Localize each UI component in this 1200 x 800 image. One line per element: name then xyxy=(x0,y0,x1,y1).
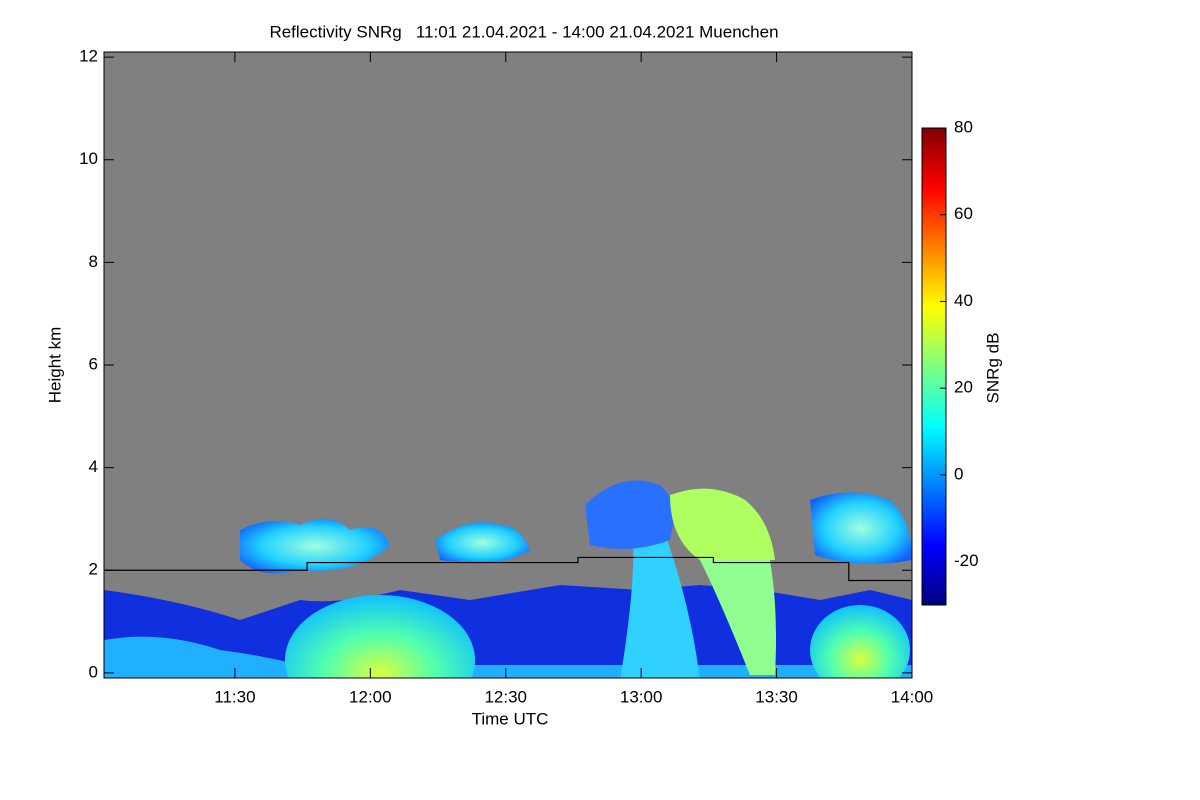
colorbar-tick-label: -20 xyxy=(954,551,979,570)
echo-layer xyxy=(104,480,912,678)
y-tick-label: 8 xyxy=(89,252,98,271)
y-axis-label: Height km xyxy=(45,327,64,404)
y-tick-label: 2 xyxy=(89,560,98,579)
echo-region xyxy=(810,492,912,564)
x-tick-label: 13:00 xyxy=(620,687,663,706)
x-tick-label: 12:30 xyxy=(484,687,527,706)
echo-region xyxy=(585,480,674,549)
colorbar-tick-label: 60 xyxy=(954,204,973,223)
y-tick-label: 0 xyxy=(89,662,98,681)
x-tick-label: 14:00 xyxy=(891,687,934,706)
echo-region xyxy=(620,510,700,678)
x-tick-label: 11:30 xyxy=(214,687,255,706)
echo-region xyxy=(670,488,775,560)
echo-region xyxy=(285,595,475,678)
colorbar-tick-label: 80 xyxy=(954,117,973,136)
plot-background xyxy=(104,52,912,678)
x-tick-label: 13:30 xyxy=(755,687,798,706)
echo-region xyxy=(810,605,910,678)
y-tick-label: 4 xyxy=(89,457,98,476)
chart-title: Reflectivity SNRg 11:01 21.04.2021 - 14:… xyxy=(269,22,778,41)
y-tick-label: 6 xyxy=(89,354,98,373)
y-tick-label: 10 xyxy=(79,149,98,168)
x-axis-label: Time UTC xyxy=(472,709,549,728)
colorbar-tick-label: 0 xyxy=(954,464,963,483)
boundary-layer-line xyxy=(104,556,912,582)
echo-region xyxy=(240,518,390,574)
colorbar-tick-label: 20 xyxy=(954,378,973,397)
echo-region xyxy=(435,522,530,564)
colorbar-label: SNRg dB xyxy=(983,333,1002,404)
colorbar xyxy=(921,127,947,606)
x-tick-label: 12:00 xyxy=(349,687,392,706)
y-tick-label: 12 xyxy=(79,47,98,66)
colorbar-tick-label: 40 xyxy=(954,291,973,310)
